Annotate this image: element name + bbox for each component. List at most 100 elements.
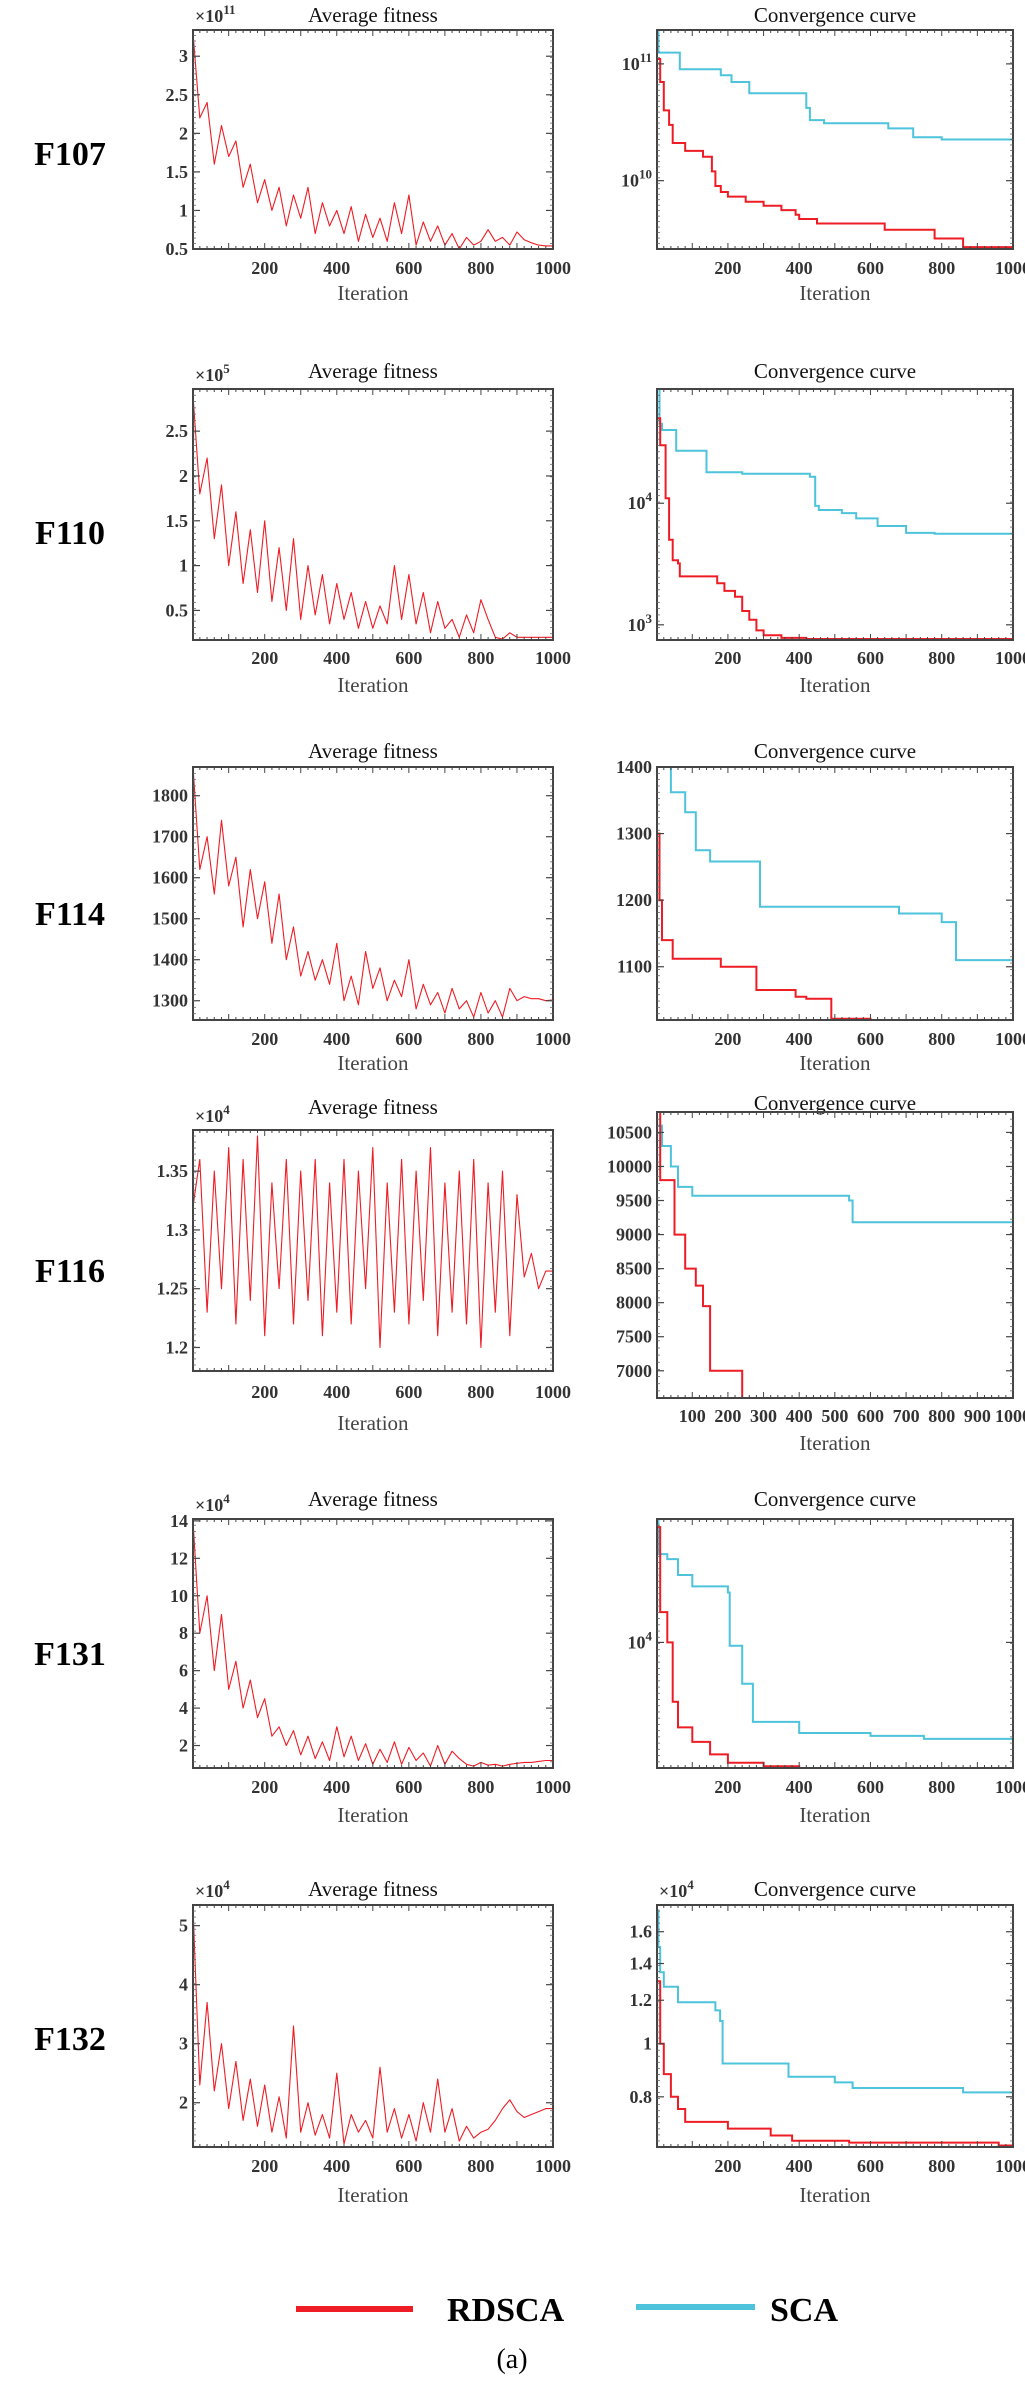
x-tick-label: 200	[714, 1777, 741, 1797]
x-tick-label: 600	[857, 1029, 884, 1049]
y-tick-label: 1400	[152, 950, 188, 970]
y-tick-label: 1600	[152, 868, 188, 888]
axes-frame	[192, 1518, 554, 1769]
y-multiplier: ×104	[195, 1491, 230, 1515]
plot-area	[657, 30, 1013, 249]
subplot-f110-average-fitness: F110 Average fitness ×105 200 400 600 800 1000 I…	[35, 359, 571, 697]
y-tick-label: 1.4	[630, 1954, 653, 1974]
y-tick-label: 10500	[607, 1122, 652, 1142]
y-multiplier: ×104	[195, 1102, 230, 1126]
subplot-title: Average fitness	[308, 3, 438, 27]
subplot-title: Convergence curve	[754, 1487, 916, 1511]
subplot-title: Convergence curve	[754, 359, 916, 383]
x-tick-label: 400	[786, 2156, 813, 2176]
x-tick-label: 1000	[535, 258, 571, 278]
y-tick-label: 1.25	[157, 1279, 189, 1299]
x-tick-label: 200	[251, 648, 278, 668]
y-tick-label: 1	[179, 556, 188, 576]
y-tick-label: 1.2	[630, 1990, 653, 2010]
plot-area	[657, 389, 1013, 640]
y-tick-label: 1700	[152, 827, 188, 847]
y-tick-label: 8	[179, 1623, 188, 1643]
x-tick-label: 800	[467, 1382, 494, 1402]
row-label: F107	[34, 136, 106, 173]
y-tick-label: 8000	[616, 1293, 652, 1313]
x-axis-label: Iteration	[337, 281, 409, 305]
x-axis-label: Iteration	[337, 673, 409, 697]
x-tick-label: 400	[323, 2156, 350, 2176]
y-tick-label: 104	[628, 1628, 653, 1652]
subplot-f114-average-fitness: F114 Average fitness 200 400 600 800 1000 Itera…	[35, 739, 571, 1075]
x-axis-label: Iteration	[337, 1803, 409, 1827]
subplot-title: Convergence curve	[754, 739, 916, 763]
y-tick-label: 1	[643, 2034, 652, 2054]
subplot-f132-convergence-curve: Convergence curve ×104 200 400 600 800 1000 Ite…	[630, 1877, 1025, 2207]
series-line-rdsca	[657, 1526, 1013, 1768]
x-tick-label: 200	[714, 2156, 741, 2176]
y-multiplier: ×1011	[195, 2, 236, 26]
y-tick-label: 1.5	[166, 511, 189, 531]
plot-area	[657, 1519, 1013, 1768]
axes-frame	[656, 1904, 1014, 2148]
y-tick-label: 2	[179, 466, 188, 486]
x-tick-label: 1000	[535, 1029, 571, 1049]
x-tick-label: 200	[251, 258, 278, 278]
x-tick-label: 600	[857, 2156, 884, 2176]
series-line-sca	[657, 1519, 1013, 1740]
row-label: F114	[35, 896, 105, 933]
x-tick-label: 1000	[535, 2156, 571, 2176]
x-tick-label: 500	[821, 1406, 848, 1426]
x-tick-label: 200	[251, 1029, 278, 1049]
x-tick-label: 1000	[535, 1777, 571, 1797]
subplot-f107-convergence-curve: Convergence curve 200 400 600 800 1000 Iterati…	[621, 3, 1025, 305]
y-tick-label: 1500	[152, 909, 188, 929]
x-tick-label: 1000	[995, 1777, 1025, 1797]
y-tick-label: 7000	[616, 1361, 652, 1381]
series-line-rdsca	[193, 767, 553, 1018]
y-multiplier: ×104	[659, 1877, 694, 1901]
x-tick-label: 1000	[995, 1029, 1025, 1049]
row-label: F132	[34, 2021, 106, 2058]
x-tick-label: 900	[964, 1406, 991, 1426]
y-tick-label: 10	[170, 1586, 188, 1606]
y-tick-label: 1.5	[166, 162, 189, 182]
y-tick-label: 103	[628, 611, 653, 635]
subplot-f132-average-fitness: F132 Average fitness ×104 200 400 600 800 1000 I…	[34, 1877, 571, 2207]
axes-frame	[656, 388, 1014, 641]
series-line-rdsca	[657, 832, 1013, 1020]
x-tick-label: 600	[857, 258, 884, 278]
y-tick-label: 1.35	[157, 1161, 189, 1181]
series-line-rdsca	[193, 1520, 553, 1767]
x-tick-label: 800	[467, 258, 494, 278]
series-line-rdsca	[193, 33, 553, 249]
y-tick-label: 1.2	[166, 1337, 189, 1357]
subplot-f131-convergence-curve: Convergence curve 200 400 600 800 1000 Iterati…	[628, 1487, 1025, 1827]
series-line-sca	[657, 767, 1013, 962]
subplot-grid: F107 Average fitness ×1011 200 400 600 800 1000…	[34, 2, 1025, 2207]
y-tick-label: 8500	[616, 1259, 652, 1279]
y-tick-label: 0.5	[166, 239, 189, 259]
x-tick-label: 400	[786, 1029, 813, 1049]
x-tick-label: 1000	[535, 648, 571, 668]
y-multiplier: ×105	[195, 361, 230, 385]
series-line-rdsca	[657, 58, 1013, 249]
y-tick-label: 5	[179, 1916, 188, 1936]
x-tick-label: 400	[786, 1406, 813, 1426]
plot-area	[657, 1112, 1013, 1398]
y-tick-label: 2.5	[166, 85, 189, 105]
y-tick-label: 0.8	[630, 2087, 653, 2107]
x-tick-label: 200	[251, 2156, 278, 2176]
x-tick-label: 800	[467, 2156, 494, 2176]
x-tick-label: 1000	[995, 1406, 1025, 1426]
y-tick-label: 1300	[616, 824, 652, 844]
y-multiplier: ×104	[195, 1877, 230, 1901]
subplot-f114-convergence-curve: Convergence curve 200 400 600 800 1000 Iterati…	[616, 739, 1025, 1075]
y-tick-label: 1800	[152, 786, 188, 806]
subplot-title: Average fitness	[308, 739, 438, 763]
legend-label-sca: SCA	[770, 2292, 838, 2329]
legend-label-rdsca: RDSCA	[447, 2292, 565, 2329]
y-tick-label: 9000	[616, 1225, 652, 1245]
y-tick-label: 12	[170, 1548, 188, 1568]
